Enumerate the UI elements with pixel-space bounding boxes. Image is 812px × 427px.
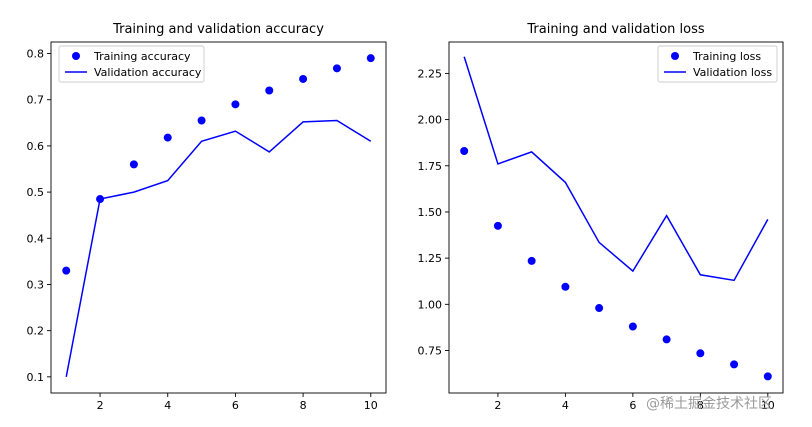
data-point xyxy=(197,116,206,125)
data-point xyxy=(730,360,739,369)
data-point xyxy=(460,146,469,155)
data-point xyxy=(299,74,308,83)
data-point xyxy=(561,282,570,291)
chart-1: Training and validation accuracy 2 4 6 8 10 0.… xyxy=(27,22,387,412)
y-tick-label: 1.50 xyxy=(418,206,443,219)
legend-label: Validation accuracy xyxy=(94,66,202,79)
y-tick-label: 0.1 xyxy=(27,371,45,384)
y-tick-label: 2.25 xyxy=(418,67,443,80)
x-tick-label: 8 xyxy=(300,399,307,412)
data-point xyxy=(62,266,71,275)
legend-dot-marker xyxy=(671,52,679,60)
watermark: @稀土掘金技术社区 xyxy=(646,396,772,412)
chart-2: Training and validation loss 2 4 6 8 10 0.75 1.… xyxy=(418,22,784,412)
x-tick-label: 6 xyxy=(232,399,239,412)
x-tick-label: 6 xyxy=(629,399,636,412)
data-point xyxy=(662,335,671,344)
data-point xyxy=(763,372,772,381)
y-tick-label: 0.3 xyxy=(27,278,45,291)
data-point xyxy=(231,100,240,109)
legend-label: Validation loss xyxy=(693,66,772,79)
y-tick-label: 0.7 xyxy=(27,94,45,107)
data-point xyxy=(628,322,637,331)
chart-title: Training and validation accuracy xyxy=(112,22,324,37)
x-tick-label: 2 xyxy=(97,399,104,412)
x-tick-label: 4 xyxy=(164,399,171,412)
legend-label: Training accuracy xyxy=(93,50,191,63)
data-point xyxy=(493,221,502,230)
data-point xyxy=(163,133,172,142)
plot-frame xyxy=(50,41,387,394)
data-point xyxy=(332,64,341,73)
x-tick-label: 4 xyxy=(562,399,569,412)
y-tick-label: 0.4 xyxy=(27,232,45,245)
legend-label: Training loss xyxy=(692,50,761,63)
y-tick-label: 1.00 xyxy=(418,298,443,311)
series-line-2 xyxy=(463,56,769,282)
x-tick-label: 2 xyxy=(494,399,501,412)
data-point xyxy=(595,304,604,313)
y-tick-label: 1.25 xyxy=(418,252,443,265)
y-tick-label: 0.6 xyxy=(27,140,45,153)
y-tick-label: 0.8 xyxy=(27,48,45,61)
y-tick-label: 1.75 xyxy=(418,160,443,173)
chart-title: Training and validation loss xyxy=(526,22,704,37)
data-point xyxy=(696,349,705,358)
legend: Training loss Validation loss xyxy=(657,45,778,83)
data-point xyxy=(265,86,274,95)
legend-box xyxy=(58,45,205,83)
series-line-2 xyxy=(65,119,372,377)
data-point xyxy=(527,256,536,265)
y-tick-label: 0.75 xyxy=(418,345,443,358)
y-tick-label: 2.00 xyxy=(418,114,443,127)
data-point xyxy=(366,54,375,63)
legend: Training accuracy Validation accuracy xyxy=(58,45,205,83)
data-point xyxy=(129,160,138,169)
x-tick-label: 10 xyxy=(761,399,775,412)
y-tick-label: 0.2 xyxy=(27,325,45,338)
x-tick-label: 8 xyxy=(697,399,704,412)
plot-frame xyxy=(448,41,784,394)
legend-box xyxy=(657,45,778,83)
legend-dot-marker xyxy=(72,52,80,60)
y-tick-label: 0.5 xyxy=(27,186,45,199)
x-tick-label: 10 xyxy=(364,399,378,412)
